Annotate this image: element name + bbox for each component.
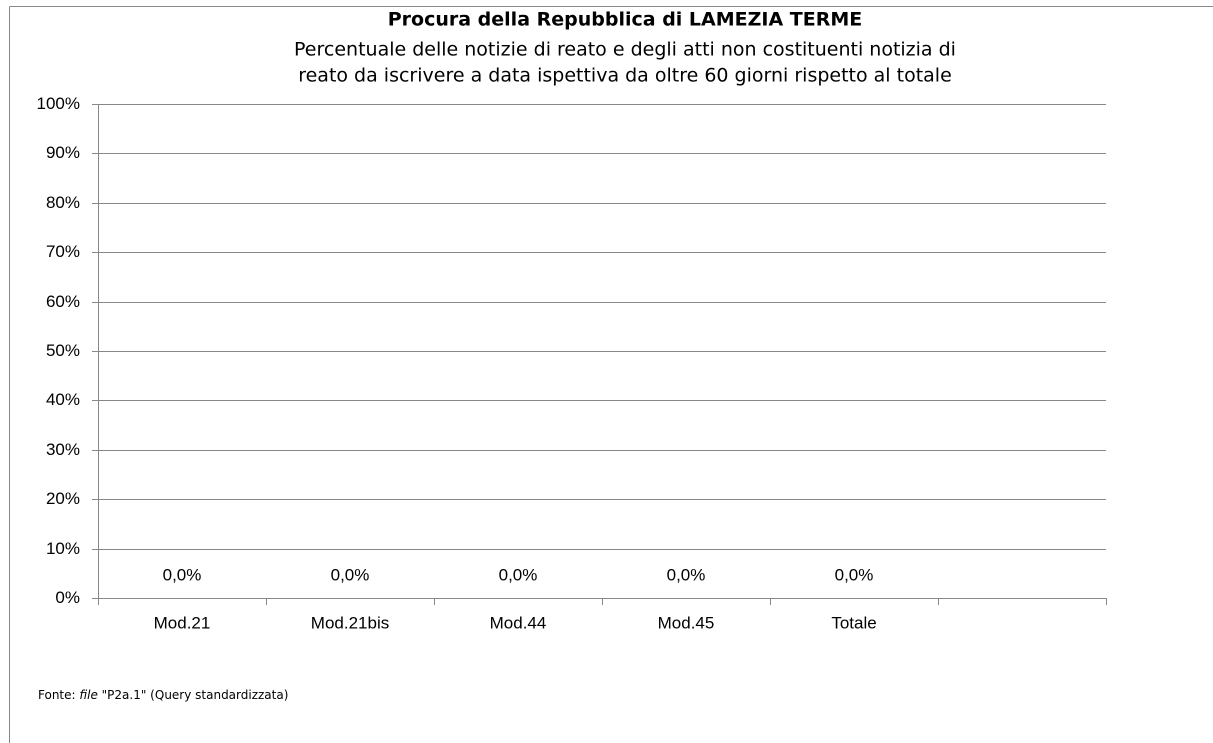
x-tick-label: Mod.21bis: [311, 613, 389, 632]
value-label: 0,0%: [499, 565, 538, 584]
source-italic: file: [79, 688, 97, 702]
chart-subtitle: Percentuale delle notizie di reato e deg…: [294, 39, 956, 61]
chart-title: Procura della Repubblica di LAMEZIA TERM…: [388, 9, 863, 31]
value-label: 0,0%: [835, 565, 874, 584]
y-tick-label: 50%: [46, 341, 80, 360]
source-suffix: "P2a.1" (Query standardizzata): [98, 688, 289, 702]
source-prefix: Fonte:: [38, 688, 79, 702]
value-label: 0,0%: [163, 565, 202, 584]
y-tick-label: 0%: [55, 588, 80, 607]
chart-subtitle: reato da iscrivere a data ispettiva da o…: [298, 65, 952, 87]
value-label: 0,0%: [667, 565, 706, 584]
y-tick-label: 10%: [46, 539, 80, 558]
y-tick-label: 90%: [46, 143, 80, 162]
y-tick-label: 30%: [46, 440, 80, 459]
x-tick-label: Mod.45: [658, 613, 715, 632]
x-tick-label: Mod.44: [490, 613, 547, 632]
y-tick-label: 40%: [46, 390, 80, 409]
x-tick-label: Totale: [831, 613, 876, 632]
source-note: Fonte: file "P2a.1" (Query standardizzat…: [38, 688, 288, 702]
value-label: 0,0%: [331, 565, 370, 584]
y-tick-label: 60%: [46, 292, 80, 311]
y-tick-label: 80%: [46, 193, 80, 212]
y-tick-label: 20%: [46, 489, 80, 508]
x-tick-label: Mod.21: [154, 613, 211, 632]
y-tick-label: 70%: [46, 242, 80, 261]
y-tick-label: 100%: [37, 94, 80, 113]
